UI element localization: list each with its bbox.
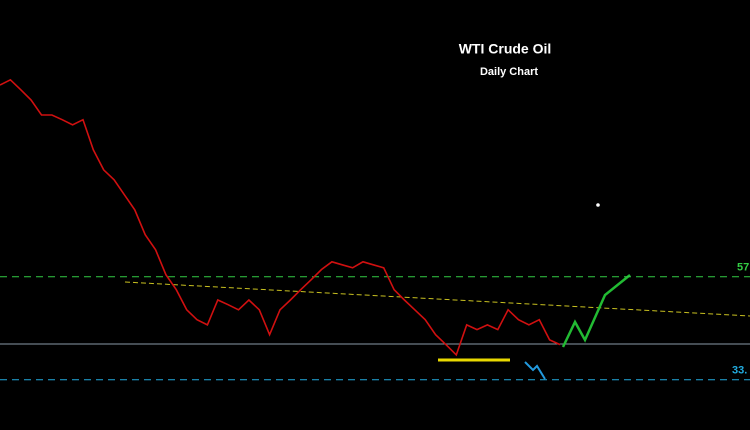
level-label: 57 bbox=[737, 262, 749, 274]
projection-arrow bbox=[524, 361, 546, 380]
projection-path bbox=[561, 274, 631, 348]
price-line bbox=[0, 78, 561, 357]
chart-subtitle: Daily Chart bbox=[480, 66, 538, 78]
level-label: 33. bbox=[732, 365, 747, 377]
chart-title: WTI Crude Oil bbox=[459, 41, 552, 57]
dot bbox=[596, 203, 600, 207]
trend-line bbox=[124, 281, 750, 317]
